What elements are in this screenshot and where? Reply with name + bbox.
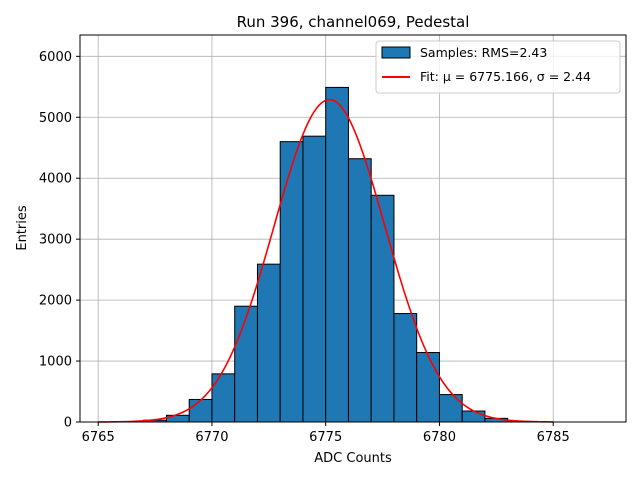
- histogram-bar: [347, 158, 372, 423]
- x-tick-label: 6765: [82, 430, 115, 445]
- histogram-bar: [438, 394, 463, 423]
- histogram-bar: [211, 373, 236, 423]
- histogram-bar: [256, 263, 281, 423]
- histogram-bar: [325, 86, 349, 423]
- histogram-bars: [120, 86, 531, 423]
- histogram-bar: [234, 305, 258, 423]
- x-tick-label: 6785: [537, 430, 570, 445]
- histogram-bar: [302, 135, 327, 423]
- y-tick-label: 1000: [39, 355, 72, 370]
- histogram-bar: [188, 398, 213, 423]
- histogram-bar: [461, 410, 486, 423]
- histogram-bar: [370, 194, 395, 423]
- fit-curve-group: [98, 98, 554, 423]
- axis-ticks: 6765 6770 6775 6780 6785 0 1000 2000 3000 4000 500…: [39, 50, 570, 445]
- y-axis-label: Entries: [15, 205, 30, 251]
- y-tick-label: 0: [64, 416, 72, 431]
- y-tick-label: 6000: [39, 50, 72, 65]
- histogram-bar: [393, 313, 418, 423]
- plot-frame: [79, 34, 627, 423]
- legend-swatch-samples: [381, 46, 411, 59]
- chart-title: Run 396, channel069, Pedestal: [237, 13, 470, 31]
- legend: Samples: RMS=2.43 Fit: μ = 6775.166, σ =…: [375, 40, 621, 94]
- y-tick-label: 2000: [39, 294, 72, 309]
- legend-label-fit: Fit: μ = 6775.166, σ = 2.44: [420, 69, 591, 84]
- y-tick-label: 4000: [39, 172, 72, 187]
- y-tick-label: 3000: [39, 233, 72, 248]
- fit-curve: [98, 98, 554, 423]
- histogram-bar: [416, 352, 440, 423]
- y-tick-label: 5000: [39, 111, 72, 126]
- x-axis-label: ADC Counts: [314, 451, 392, 466]
- x-tick-label: 6770: [195, 430, 228, 445]
- x-tick-label: 6775: [309, 430, 342, 445]
- legend-box: [375, 40, 621, 94]
- legend-label-samples: Samples: RMS=2.43: [420, 45, 547, 60]
- x-tick-label: 6780: [423, 430, 456, 445]
- histogram-bar: [279, 141, 304, 423]
